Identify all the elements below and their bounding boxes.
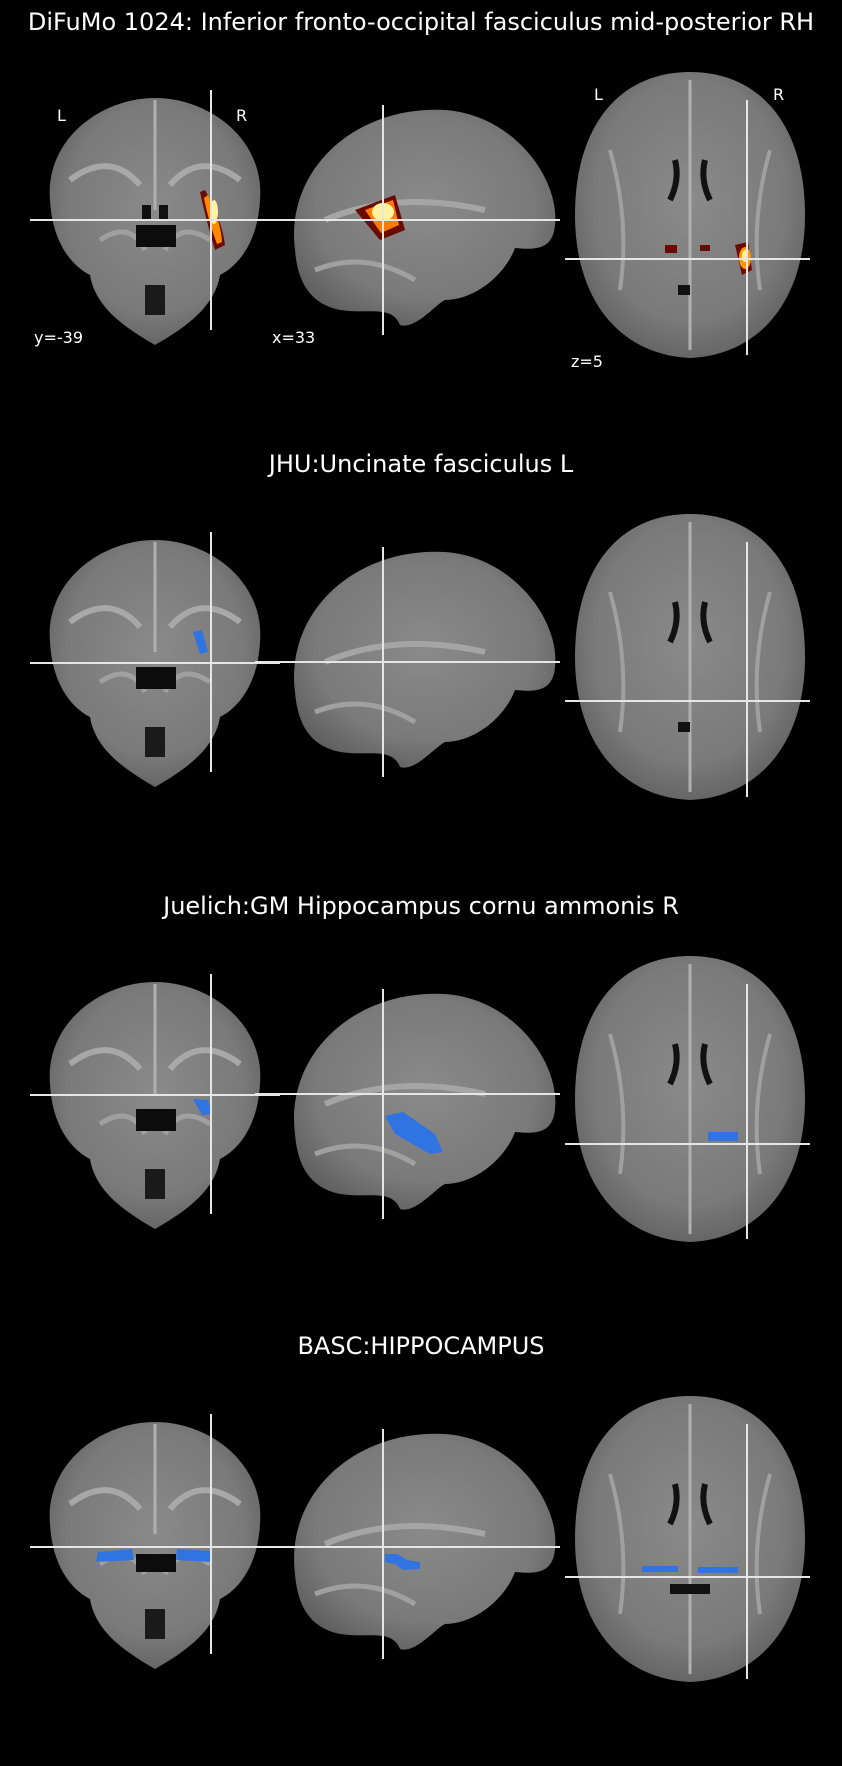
panel-jhu: JHU:Uncinate fasciculus L (0, 442, 842, 882)
coronal-brain (49, 98, 261, 345)
axial-slice-view (565, 72, 810, 358)
sagittal-brain (294, 109, 556, 326)
panel-juelich: Juelich:GM Hippocampus cornu ammonis R (0, 884, 842, 1324)
axial-orientation-right-label: R (773, 85, 785, 104)
panel-title: DiFuMo 1024: Inferior fronto-occipital f… (27, 8, 815, 36)
panel-basc: BASC:HIPPOCAMPUS (0, 1326, 842, 1766)
orientation-right-label: R (236, 106, 248, 125)
panel-title: BASC:HIPPOCAMPUS (297, 1332, 545, 1360)
sagittal-coord-label: x=33 (272, 328, 316, 347)
coronal-coord-label: y=-39 (34, 328, 84, 347)
panel-difumo: DiFuMo 1024: Inferior fronto-occipital f… (0, 0, 842, 440)
axial-slice-view (565, 956, 810, 1242)
coronal-slice-view (30, 532, 280, 787)
coronal-slice-view (30, 1414, 280, 1669)
coronal-slice-view (30, 974, 280, 1229)
axial-orientation-left-label: L (594, 85, 603, 104)
axial-coord-label: z=5 (571, 352, 603, 371)
panel-title: Juelich:GM Hippocampus cornu ammonis R (163, 892, 679, 920)
axial-slice-view (565, 514, 810, 800)
sagittal-slice-view (255, 1429, 560, 1659)
sagittal-slice-view (255, 989, 560, 1219)
axial-slice-view (565, 1396, 810, 1682)
panel-title: JHU:Uncinate fasciculus L (268, 450, 574, 478)
coronal-slice-view (30, 90, 280, 345)
sagittal-slice-view (255, 105, 560, 335)
orientation-left-label: L (57, 106, 66, 125)
sagittal-slice-view (255, 547, 560, 777)
